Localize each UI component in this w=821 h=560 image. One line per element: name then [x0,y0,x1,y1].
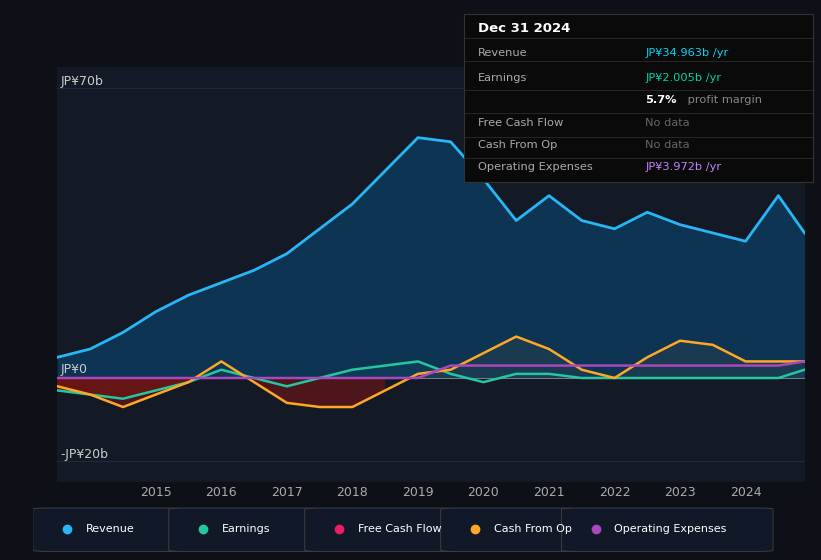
Text: No data: No data [645,140,690,150]
Text: -JP¥20b: -JP¥20b [61,448,108,461]
Text: JP¥34.963b /yr: JP¥34.963b /yr [645,48,728,58]
Text: JP¥0: JP¥0 [61,363,88,376]
FancyBboxPatch shape [441,508,576,552]
FancyBboxPatch shape [33,508,184,552]
Text: JP¥2.005b /yr: JP¥2.005b /yr [645,73,722,83]
Text: Dec 31 2024: Dec 31 2024 [478,22,571,35]
Text: Cash From Op: Cash From Op [493,524,571,534]
Text: Free Cash Flow: Free Cash Flow [478,118,563,128]
Text: Revenue: Revenue [478,48,527,58]
Text: Cash From Op: Cash From Op [478,140,557,150]
FancyBboxPatch shape [562,508,773,552]
Text: JP¥3.972b /yr: JP¥3.972b /yr [645,162,722,172]
Text: profit margin: profit margin [684,95,762,105]
Text: Operating Expenses: Operating Expenses [478,162,593,172]
Text: Operating Expenses: Operating Expenses [614,524,727,534]
Text: Earnings: Earnings [222,524,270,534]
Text: Earnings: Earnings [478,73,527,83]
Text: Revenue: Revenue [85,524,135,534]
Text: 5.7%: 5.7% [645,95,677,105]
Text: Free Cash Flow: Free Cash Flow [358,524,441,534]
Text: No data: No data [645,118,690,128]
FancyBboxPatch shape [305,508,456,552]
Text: JP¥70b: JP¥70b [61,75,103,88]
FancyBboxPatch shape [169,508,320,552]
